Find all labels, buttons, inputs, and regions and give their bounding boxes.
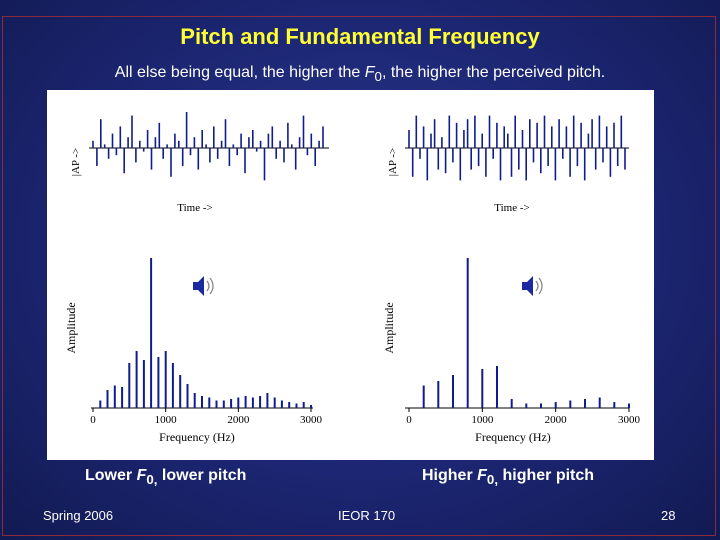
spectrum-high-bars xyxy=(422,258,630,408)
speaker-icon[interactable] xyxy=(193,276,214,296)
waveform-high-xlabel: Time -> xyxy=(494,202,529,214)
spectrum-high-xlabel: Frequency (Hz) xyxy=(475,430,551,444)
speaker-icon[interactable] xyxy=(522,276,543,296)
spectrum-high-tick-label: 3000 xyxy=(618,414,641,426)
figure-panel: |AP -> Time -> |AP -> Time -> Amplitude … xyxy=(47,90,654,460)
caption-higher-pitch: Higher F0, higher pitch xyxy=(422,467,594,487)
slide-subtitle: All else being equal, the higher the F0,… xyxy=(0,64,720,84)
caption-right-var: F xyxy=(477,467,487,484)
subtitle-var: F xyxy=(364,64,375,81)
spectrum-low-tick-label: 2000 xyxy=(227,414,250,426)
spectrum-high-tick-label: 1000 xyxy=(471,414,494,426)
spectrum-high-ticks: 0 1000 2000 3000 xyxy=(406,408,641,426)
caption-left-var: F xyxy=(136,467,147,484)
waveform-low-ylabel: |AP -> xyxy=(70,148,82,176)
waveform-high-ylabel: |AP -> xyxy=(387,148,399,176)
waveform-high-trace xyxy=(408,115,626,181)
spectrum-low-ticks: 0 1000 2000 3000 xyxy=(90,408,323,426)
caption-left-sub: 0, xyxy=(146,472,158,488)
spectrum-low-xlabel: Frequency (Hz) xyxy=(159,430,235,444)
slide-frame xyxy=(2,16,716,536)
spectrum-low-tick-label: 0 xyxy=(90,414,96,426)
waveform-low-xlabel: Time -> xyxy=(177,202,212,214)
spectrum-high-ylabel: Amplitude xyxy=(382,302,396,353)
caption-lower-pitch: Lower F0, lower pitch xyxy=(85,467,246,487)
subtitle-pre: All else being equal, the higher the xyxy=(114,64,365,81)
caption-left-post: lower pitch xyxy=(157,467,247,484)
spectrum-high-tick-label: 2000 xyxy=(545,414,568,426)
caption-left-pre: Lower xyxy=(85,467,137,484)
footer-date: Spring 2006 xyxy=(43,508,114,523)
caption-right-post: higher pitch xyxy=(498,467,595,484)
spectrum-low-bars xyxy=(99,258,312,408)
spectrum-high-tick-label: 0 xyxy=(406,414,412,426)
spectrum-low-tick-label: 3000 xyxy=(300,414,323,426)
subtitle-post: , the higher the perceived pitch. xyxy=(381,64,606,81)
caption-right-pre: Higher xyxy=(422,467,478,484)
figure-svg: |AP -> Time -> |AP -> Time -> Amplitude … xyxy=(64,112,641,444)
slide-title: Pitch and Fundamental Frequency xyxy=(180,24,540,49)
subtitle-sub: 0 xyxy=(374,69,382,85)
spectrum-low-ylabel: Amplitude xyxy=(64,302,78,353)
waveform-low-trace xyxy=(92,112,324,181)
slide-number: 28 xyxy=(661,508,676,523)
spectrum-low-tick-label: 1000 xyxy=(155,414,178,426)
caption-right-sub: 0, xyxy=(486,472,499,488)
footer-course: IEOR 170 xyxy=(338,508,396,523)
